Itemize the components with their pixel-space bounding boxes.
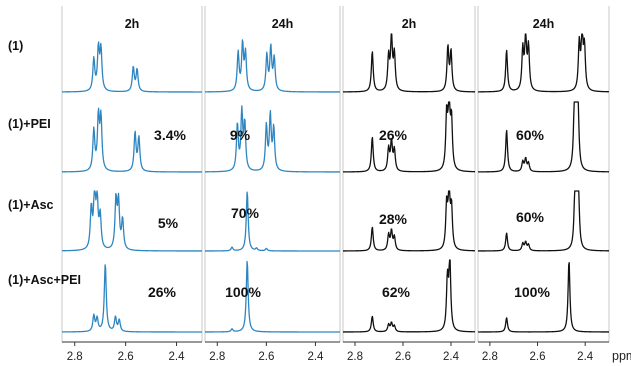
spectrum-trace-1-asc — [204, 191, 341, 252]
spectrum-trace-1-asc-pei — [342, 259, 476, 333]
conversion-percent-label: 62% — [382, 284, 411, 300]
conversion-percent-label: 26% — [379, 127, 408, 143]
spectrum-trace-1-asc-pei — [204, 260, 341, 333]
x-tick-label: 2.4 — [577, 351, 594, 363]
spectrum-panel-4: 24h 2.8 2.6 2.4 60% 60% 100% — [477, 6, 610, 363]
panel-title: 2h — [402, 17, 417, 31]
panel-title: 2h — [125, 17, 140, 31]
conversion-percent-label: 60% — [516, 127, 545, 143]
row-label-1: (1) — [8, 39, 23, 53]
spectrum-trace-1 — [477, 33, 610, 93]
conversion-percent-label: 28% — [379, 211, 408, 227]
conversion-percent-label: 3.4% — [154, 127, 186, 143]
spectrum-trace-1-asc-pei — [477, 262, 610, 333]
x-tick-label: 2.6 — [395, 351, 411, 363]
spectrum-trace-1-asc-pei — [61, 264, 203, 333]
x-tick-label: 2.8 — [482, 351, 498, 363]
conversion-percent-label: 100% — [225, 284, 261, 300]
conversion-percent-label: 5% — [158, 215, 179, 231]
spectrum-trace-1-pei — [61, 107, 203, 173]
x-tick-label: 2.4 — [307, 351, 324, 363]
spectrum-trace-1-asc — [61, 190, 203, 252]
spectrum-panel-1: 2h 2.8 2.6 2.4 3.4% 5% 26% — [61, 6, 203, 363]
spectrum-trace-1 — [204, 39, 341, 93]
x-tick-label: 2.4 — [443, 351, 460, 363]
conversion-percent-label: 100% — [514, 284, 550, 300]
spectrum-trace-1-asc — [342, 190, 476, 252]
row-label-1-asc: (1)+Asc — [8, 198, 54, 212]
spectrum-trace-1-pei — [477, 101, 610, 173]
conversion-percent-label: 26% — [148, 284, 177, 300]
x-tick-label: 2.6 — [530, 351, 546, 363]
x-axis-unit-label: ppm — [612, 349, 631, 363]
spectrum-trace-1 — [61, 41, 203, 93]
x-tick-label: 2.8 — [209, 351, 225, 363]
spectrum-trace-1 — [342, 33, 476, 93]
x-tick-label: 2.6 — [118, 351, 134, 363]
x-tick-label: 2.4 — [169, 351, 186, 363]
row-label-1-pei: (1)+PEI — [8, 117, 51, 131]
panel-title: 24h — [272, 17, 294, 31]
conversion-percent-label: 60% — [516, 209, 545, 225]
spectrum-trace-1-asc — [477, 190, 610, 252]
panel-title: 24h — [533, 17, 555, 31]
conversion-percent-label: 9% — [230, 127, 251, 143]
x-tick-label: 2.8 — [347, 351, 363, 363]
x-tick-label: 2.6 — [258, 351, 274, 363]
conversion-percent-label: 70% — [231, 205, 260, 221]
spectrum-panel-3: 2h 2.8 2.6 2.4 26% 28% 62% — [342, 6, 476, 363]
x-tick-label: 2.8 — [67, 351, 83, 363]
spectrum-panel-2: 24h 2.8 2.6 2.4 9% 70% 100% — [204, 6, 341, 363]
row-label-1-asc-pei: (1)+Asc+PEI — [8, 273, 81, 287]
spectrum-trace-1-pei — [342, 101, 476, 173]
spectrum-trace-1-pei — [204, 105, 341, 173]
